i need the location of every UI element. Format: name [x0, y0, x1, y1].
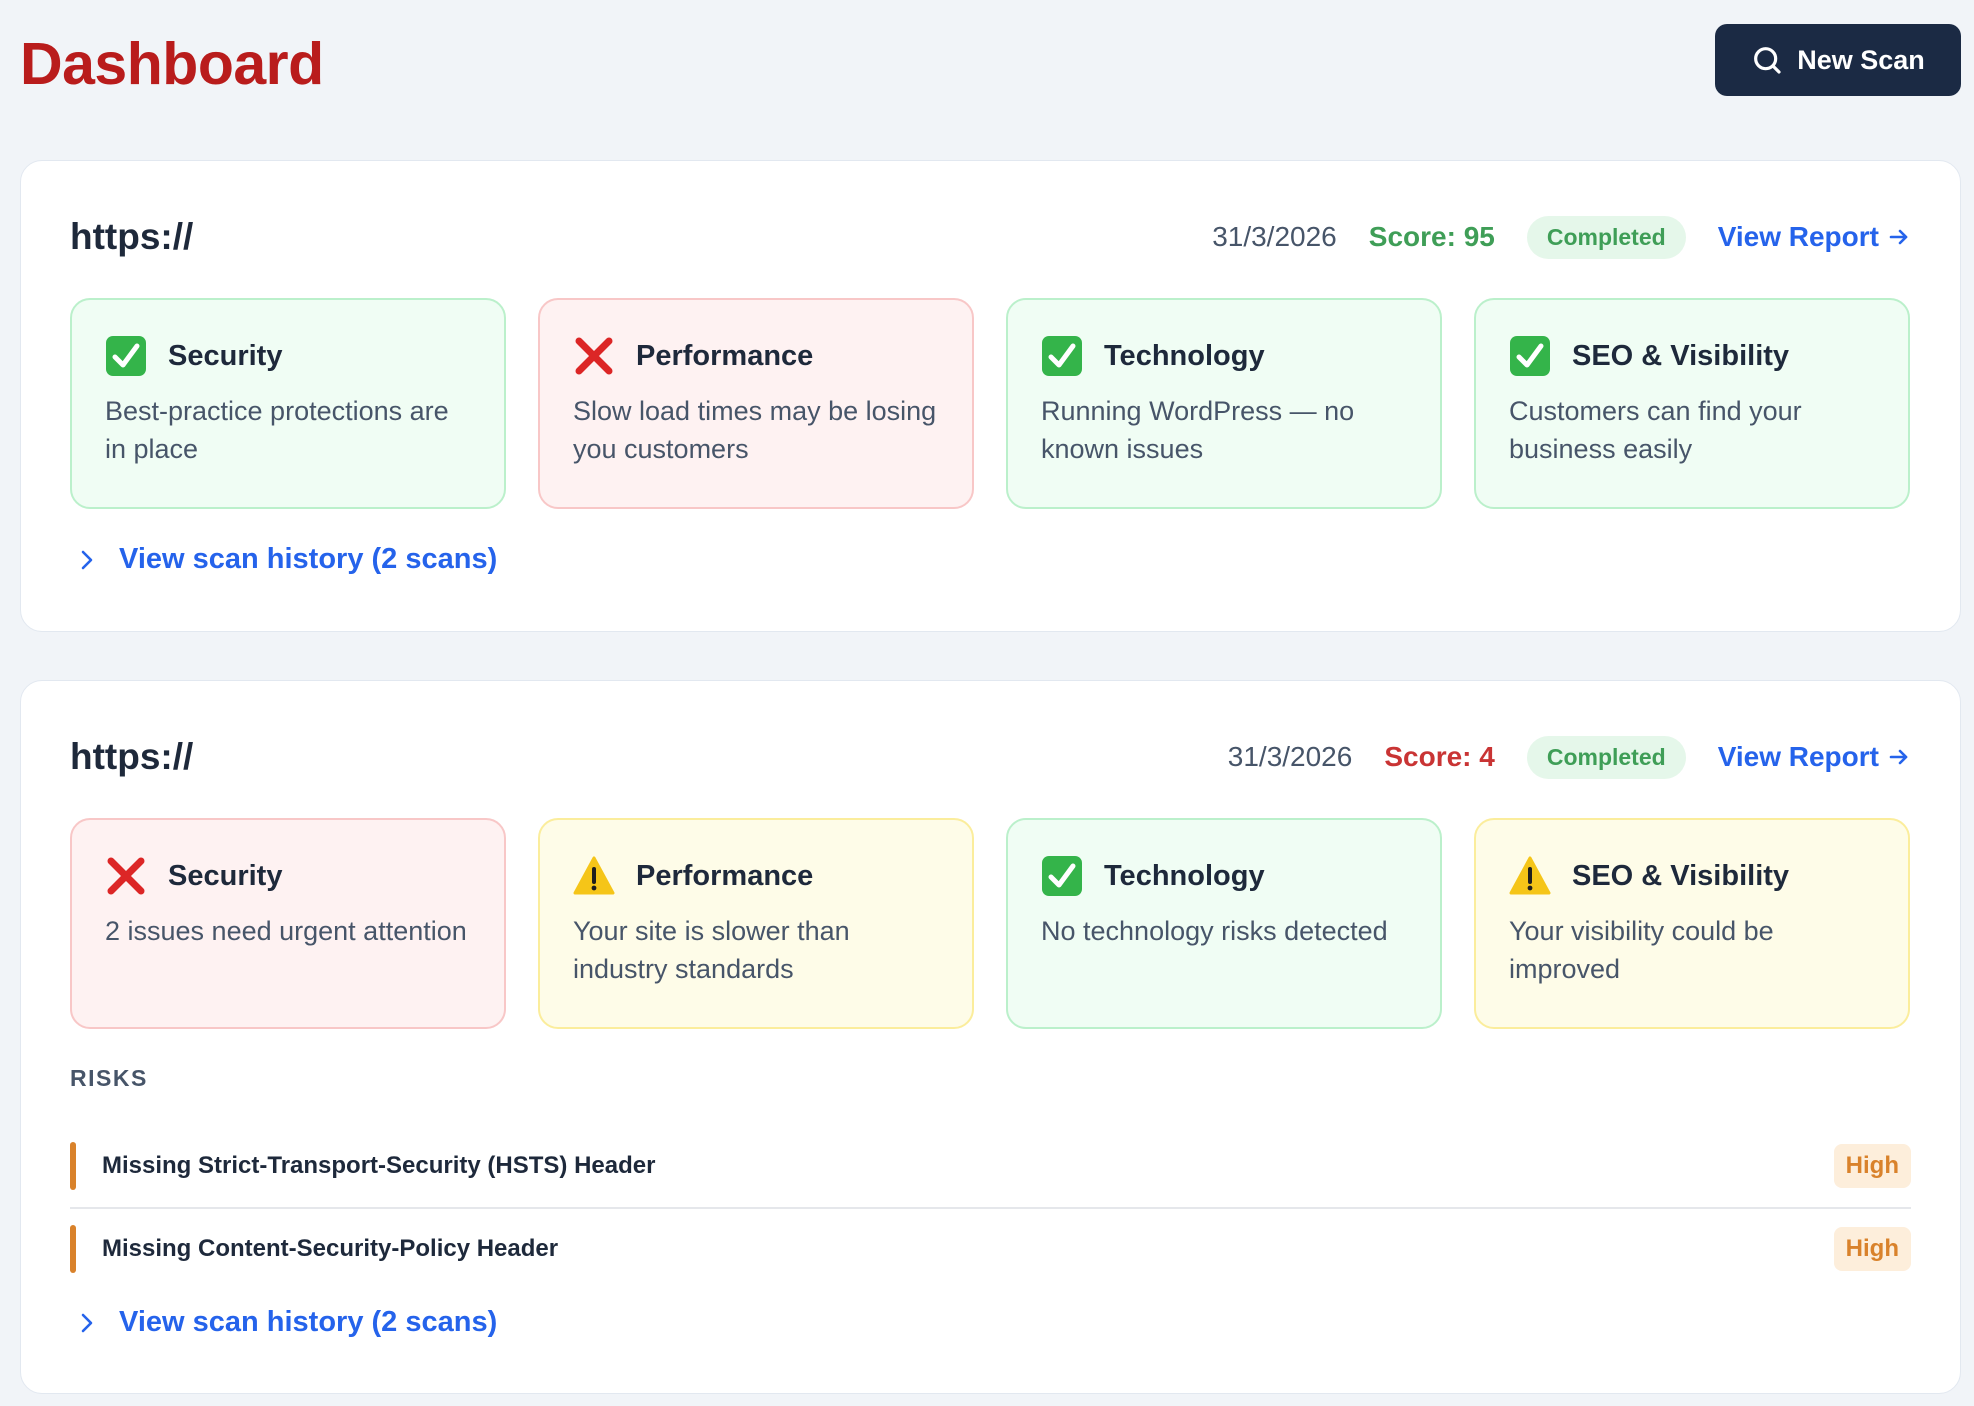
category-description: No technology risks detected: [1041, 916, 1388, 946]
view-scan-history-link[interactable]: View scan history (2 scans): [75, 1306, 497, 1339]
category-card-seo: SEO & Visibility Customers can find your…: [1474, 298, 1910, 509]
risk-item[interactable]: Missing Strict-Transport-Security (HSTS)…: [70, 1125, 1911, 1207]
severity-badge: High: [1833, 1227, 1911, 1271]
category-title: Performance: [636, 339, 814, 372]
category-cards: Security 2 issues need urgent attention …: [70, 818, 1910, 1029]
category-card-technology: Technology Running WordPress — no known …: [1006, 298, 1442, 509]
scan-score: Score: 95: [1368, 221, 1495, 252]
risk-list: Missing Strict-Transport-Security (HSTS)…: [70, 1125, 1911, 1289]
new-scan-label: New Scan: [1797, 44, 1925, 75]
scan-meta: 31/3/2026 Score: 4 Completed View Report: [1227, 735, 1911, 779]
category-description: 2 issues need urgent attention: [105, 916, 467, 946]
category-title: SEO & Visibility: [1572, 339, 1790, 372]
risks-heading: RISKS: [70, 1065, 148, 1091]
category-card-security: Security 2 issues need urgent attention: [70, 818, 506, 1029]
check-icon: [1042, 856, 1082, 896]
view-report-link[interactable]: View Report: [1718, 741, 1911, 773]
view-scan-history-link[interactable]: View scan history (2 scans): [75, 543, 497, 576]
chevron-right-icon: [81, 1313, 93, 1332]
check-icon: [106, 336, 146, 376]
category-description: Customers can find your business easily: [1509, 396, 1802, 464]
category-title: Security: [168, 859, 283, 892]
risk-title: Missing Strict-Transport-Security (HSTS)…: [102, 1152, 656, 1179]
scan-date: 31/3/2026: [1227, 741, 1353, 772]
page-header: Dashboard New Scan: [20, 24, 1961, 98]
scan-score: Score: 4: [1384, 741, 1495, 772]
severity-badge: High: [1833, 1144, 1911, 1188]
page-title: Dashboard: [20, 31, 324, 97]
category-title: SEO & Visibility: [1572, 859, 1790, 892]
warning-icon: [1509, 856, 1551, 895]
search-icon: [1754, 47, 1781, 74]
scan-meta: 31/3/2026 Score: 95 Completed View Repor…: [1212, 215, 1911, 259]
site-url: https://: [70, 736, 194, 777]
status-badge: Completed: [1526, 735, 1686, 779]
category-description: Best-practice protections are in place: [105, 396, 449, 464]
scan-card: https:// 31/3/2026 Score: 4 Completed Vi…: [20, 680, 1961, 1394]
category-description: Running WordPress — no known issues: [1041, 396, 1355, 464]
scan-card-header: https:// 31/3/2026 Score: 4 Completed Vi…: [70, 733, 1911, 781]
arrow-right-icon: [1889, 749, 1908, 765]
cross-icon: [107, 857, 145, 895]
view-report-link[interactable]: View Report: [1718, 221, 1911, 253]
warning-icon: [573, 856, 615, 895]
site-url: https://: [70, 216, 194, 257]
risk-title: Missing Content-Security-Policy Header: [102, 1235, 559, 1262]
view-report-label: View Report: [1717, 221, 1879, 252]
new-scan-button[interactable]: New Scan: [1715, 24, 1961, 96]
category-card-seo: SEO & Visibility Your visibility could b…: [1474, 818, 1910, 1029]
status-badge: Completed: [1526, 215, 1686, 259]
severity-indicator: [70, 1142, 76, 1190]
arrow-right-icon: [1889, 229, 1908, 245]
history-label: View scan history (2 scans): [119, 1306, 498, 1338]
category-description: Your site is slower than industry standa…: [573, 916, 850, 984]
history-label: View scan history (2 scans): [119, 543, 498, 575]
category-description: Your visibility could be improved: [1509, 916, 1774, 984]
category-description: Slow load times may be losing you custom…: [573, 396, 937, 464]
cross-icon: [575, 337, 613, 375]
category-title: Performance: [636, 859, 814, 892]
category-title: Technology: [1104, 859, 1265, 892]
chevron-right-icon: [81, 550, 93, 569]
scan-card-header: https:// 31/3/2026 Score: 95 Completed V…: [70, 213, 1911, 261]
risk-item[interactable]: Missing Content-Security-Policy Header H…: [70, 1207, 1911, 1289]
category-card-performance: Performance Slow load times may be losin…: [538, 298, 974, 509]
view-report-label: View Report: [1717, 741, 1879, 772]
category-card-security: Security Best-practice protections are i…: [70, 298, 506, 509]
category-cards: Security Best-practice protections are i…: [70, 298, 1910, 509]
category-title: Technology: [1104, 339, 1265, 372]
check-icon: [1510, 336, 1550, 376]
check-icon: [1042, 336, 1082, 376]
scan-date: 31/3/2026: [1212, 221, 1337, 252]
scan-card: https:// 31/3/2026 Score: 95 Completed V…: [20, 160, 1961, 632]
category-title: Security: [168, 339, 283, 372]
category-card-performance: Performance Your site is slower than ind…: [538, 818, 974, 1029]
severity-indicator: [70, 1225, 76, 1273]
category-card-technology: Technology No technology risks detected: [1006, 818, 1442, 1029]
